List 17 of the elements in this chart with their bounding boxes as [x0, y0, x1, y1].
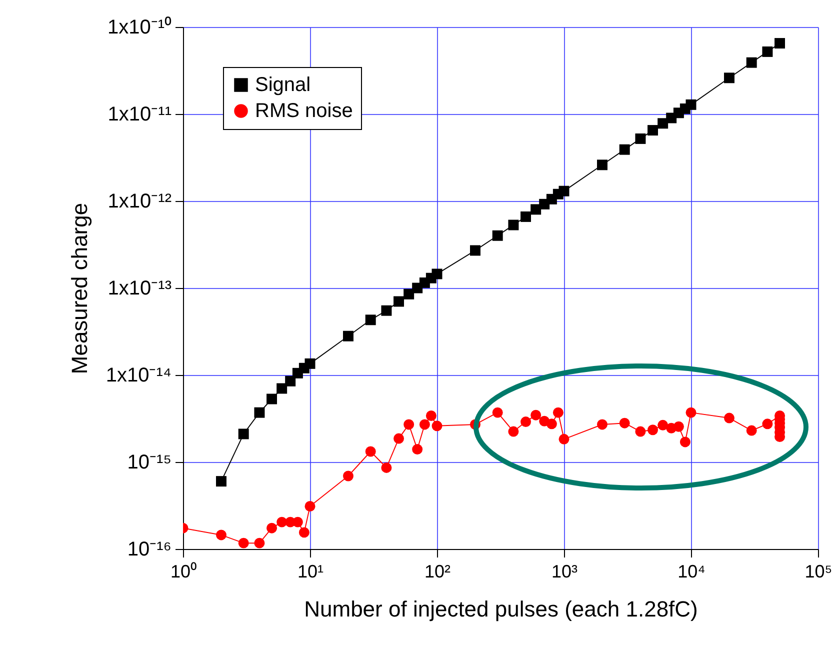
x-tick-label: 10⁵ — [804, 562, 832, 582]
y-tick-label: 1x10⁻¹³ — [108, 278, 172, 300]
x-axis-title: Number of injected pulses (each 1.28fC) — [304, 596, 698, 622]
legend-label: RMS noise — [255, 100, 353, 122]
y-tick-label: 1x10⁻¹² — [108, 190, 172, 212]
legend-label: Signal — [255, 74, 311, 96]
x-tick-label: 10¹ — [297, 562, 324, 582]
y-tick-label: 10⁻¹⁶ — [127, 538, 172, 560]
x-tick-label: 10² — [424, 562, 451, 582]
x-tick-label: 10³ — [551, 562, 578, 582]
y-tick-label: 10⁻¹⁵ — [127, 452, 172, 474]
y-tick-label: 1x10⁻¹⁰ — [107, 16, 172, 38]
y-tick-label: 1x10⁻¹¹ — [108, 104, 172, 126]
y-axis-title: Measured charge — [66, 202, 92, 374]
y-tick-label: 1x10⁻¹⁴ — [106, 364, 172, 386]
x-tick-label: 10⁴ — [678, 562, 706, 582]
x-tick-label: 10⁰ — [170, 562, 197, 582]
